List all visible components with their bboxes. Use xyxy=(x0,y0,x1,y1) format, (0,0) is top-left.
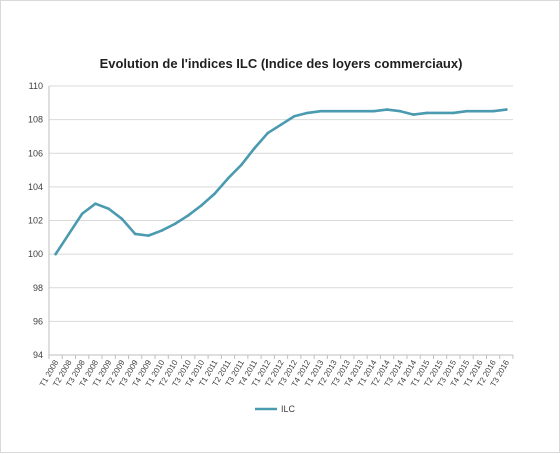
data-point xyxy=(67,232,71,236)
data-point xyxy=(385,108,389,111)
data-point xyxy=(332,109,336,113)
data-point xyxy=(292,114,296,118)
data-point xyxy=(133,232,137,236)
chart-title: Evolution de l'indices ILC (Indice des l… xyxy=(100,56,463,71)
y-tick-label: 94 xyxy=(33,350,43,360)
gridlines xyxy=(49,85,513,322)
data-point xyxy=(279,123,283,126)
data-point xyxy=(306,111,309,115)
data-point xyxy=(160,229,163,232)
data-point xyxy=(465,109,468,113)
data-point xyxy=(412,113,415,116)
data-point xyxy=(120,217,124,221)
data-point xyxy=(505,108,508,111)
data-point xyxy=(173,222,177,226)
data-point xyxy=(372,109,376,113)
y-tick-label: 102 xyxy=(28,216,43,226)
legend-label: ILC xyxy=(281,404,296,414)
data-point xyxy=(399,109,402,113)
y-tick-label: 104 xyxy=(28,182,43,192)
data-point xyxy=(452,111,455,115)
data-point xyxy=(94,202,97,205)
data-point xyxy=(491,109,495,113)
data-point xyxy=(200,204,203,207)
data-point xyxy=(438,111,442,115)
data-point xyxy=(213,192,217,195)
series-line-ilc xyxy=(54,108,508,256)
data-point xyxy=(425,111,429,115)
data-point xyxy=(54,252,57,256)
data-point xyxy=(239,163,243,167)
axes xyxy=(48,86,514,359)
data-point xyxy=(147,234,150,237)
data-point xyxy=(226,177,230,180)
y-tick-label: 108 xyxy=(28,115,43,125)
y-tick-label: 106 xyxy=(28,148,43,158)
data-point xyxy=(266,131,270,135)
y-tick-label: 96 xyxy=(33,316,43,326)
data-point xyxy=(253,146,256,150)
y-tick-labels: 94 96 98 100 102 104 106 108 110 xyxy=(28,81,43,360)
y-tick-label: 100 xyxy=(28,249,43,259)
data-point xyxy=(186,214,190,217)
data-point xyxy=(319,109,323,113)
data-point xyxy=(359,109,362,113)
data-point xyxy=(345,109,349,113)
series-layer xyxy=(54,108,508,256)
y-tick-label: 98 xyxy=(33,283,43,293)
data-point xyxy=(107,207,110,211)
data-point xyxy=(478,109,482,113)
data-point xyxy=(80,212,84,216)
y-tick-label: 110 xyxy=(29,81,43,91)
legend: ILC xyxy=(255,404,296,414)
